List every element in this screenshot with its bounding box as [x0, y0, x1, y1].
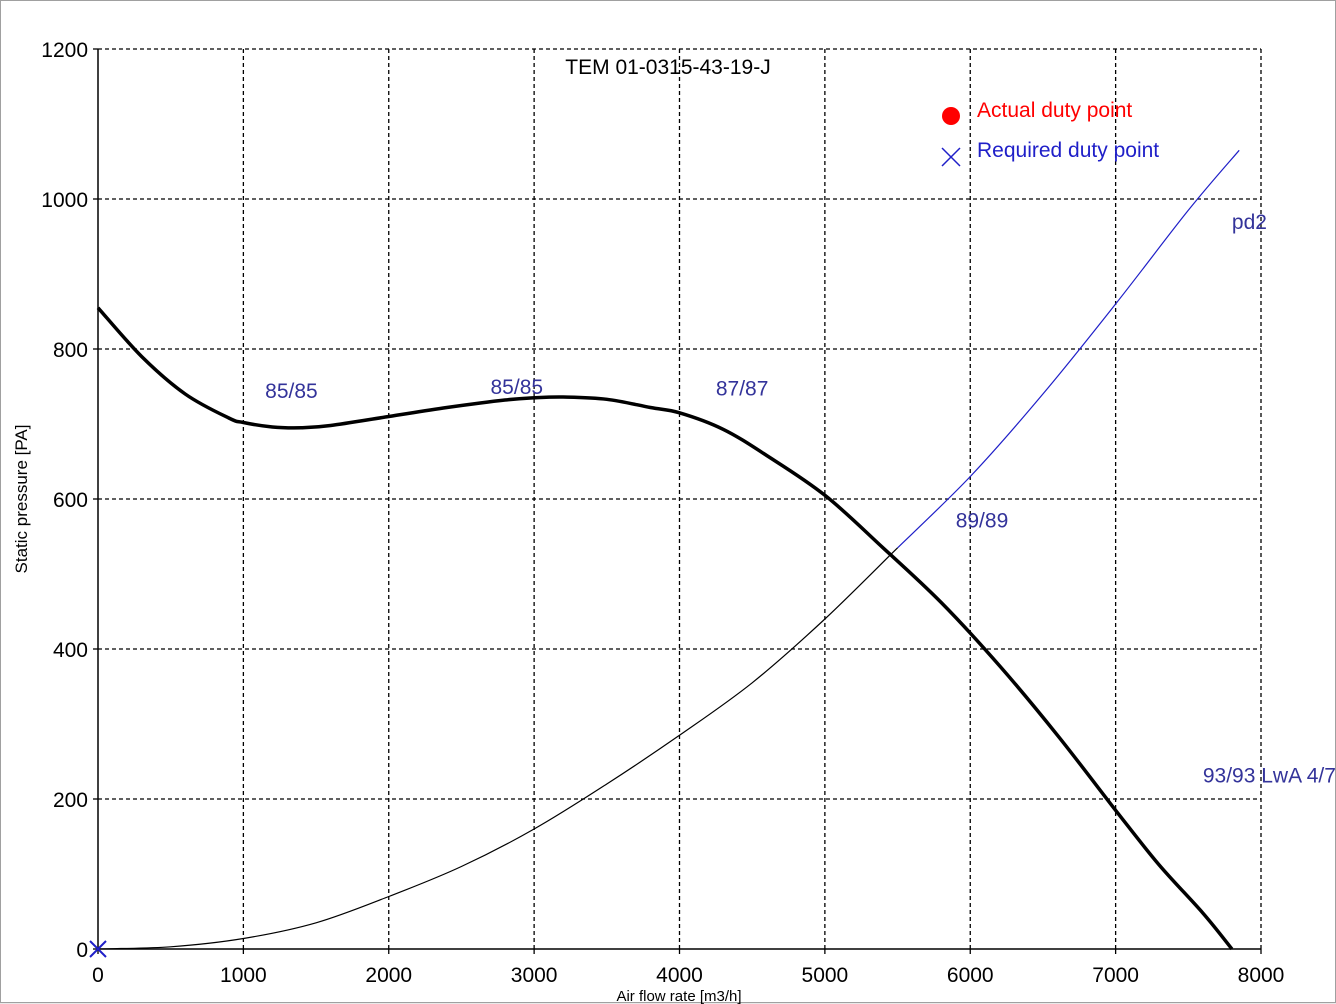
axes: [93, 48, 1262, 954]
x-tick-label: 4000: [656, 964, 703, 987]
y-tick-label: 200: [53, 789, 88, 812]
curve-label-0: 85/85: [265, 380, 318, 403]
x-tick-label: 5000: [802, 964, 849, 987]
chart-title: TEM 01-0315-43-19-J: [565, 56, 770, 79]
x-tick-label: 7000: [1092, 964, 1139, 987]
y-tick-labels: 0 200 400 600 800 1000 1200: [41, 39, 88, 962]
curve-labels: 85/85 85/85 87/87 89/89 93/93 LwA 4/7[dB] pd2: [265, 211, 1336, 788]
legend-required-duty-point-label: Required duty point: [977, 139, 1159, 162]
x-axis-label: Air flow rate [m3/h]: [616, 988, 741, 1004]
legend: Actual duty point Required duty point: [941, 99, 1159, 167]
x-tick-label: 8000: [1238, 964, 1285, 987]
curve-label-3: 89/89: [956, 510, 1009, 533]
y-tick-label: 1000: [41, 189, 88, 212]
legend-actual-duty-point-label: Actual duty point: [977, 99, 1132, 122]
y-axis-label: Static pressure [PA]: [12, 425, 31, 574]
curve-label-4: 93/93 LwA 4/7[dB]: [1203, 765, 1336, 788]
y-tick-label: 400: [53, 639, 88, 662]
y-tick-label: 600: [53, 489, 88, 512]
legend-required-duty-point-marker: [941, 147, 961, 167]
x-tick-label: 2000: [365, 964, 412, 987]
legend-actual-duty-point-marker: [942, 107, 960, 125]
grid: [98, 48, 1262, 949]
y-tick-label: 800: [53, 339, 88, 362]
x-tick-label: 6000: [947, 964, 994, 987]
x-tick-labels: 0 1000 2000 3000 4000 5000 6000 7000 8000: [92, 964, 1284, 987]
curve-label-1: 85/85: [491, 376, 544, 399]
duty-point-markers: [89, 940, 107, 958]
fan-curve-line: [96, 306, 1234, 951]
x-tick-label: 3000: [511, 964, 558, 987]
y-tick-label: 0: [76, 939, 88, 962]
series-layer: [96, 149, 1240, 951]
required-duty-point-marker: [89, 940, 107, 958]
x-tick-label: 1000: [220, 964, 267, 987]
y-tick-label: 1200: [41, 39, 88, 62]
curve-label-5: pd2: [1232, 211, 1267, 234]
curve-label-2: 87/87: [716, 378, 769, 401]
system-curve-line-lower: [97, 547, 899, 950]
system-curve-line-upper: [897, 149, 1240, 549]
x-tick-label: 0: [92, 964, 104, 987]
